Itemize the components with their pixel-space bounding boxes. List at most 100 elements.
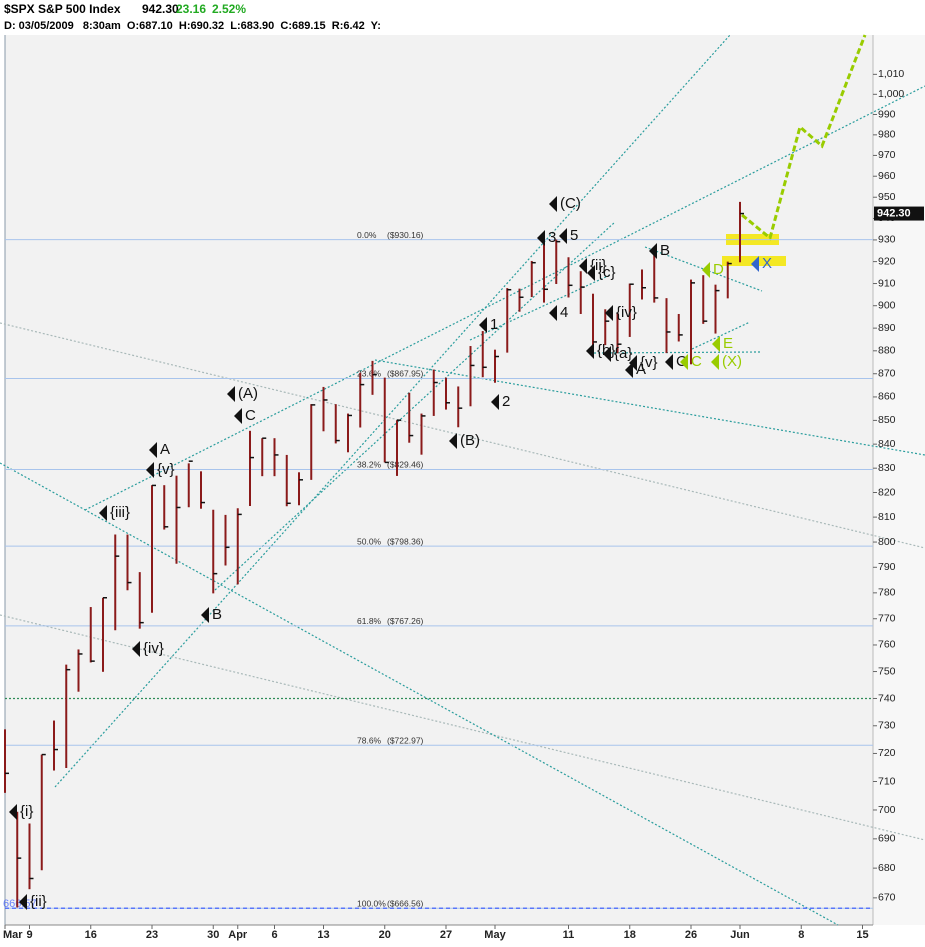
symbol-title: $SPX S&P 500 Index <box>4 2 121 16</box>
y-tick-label: 760 <box>878 639 896 651</box>
y-tick-label: 950 <box>878 191 896 203</box>
trendline <box>0 462 839 926</box>
y-tick-label: 840 <box>878 438 896 450</box>
y-tick-label: 670 <box>878 892 896 904</box>
wave-marker <box>149 442 157 458</box>
wave-label: (X) <box>722 353 742 370</box>
wave-label: A <box>160 441 170 458</box>
wave-label: {iv} <box>616 304 637 321</box>
wave-label: E <box>723 335 733 352</box>
wave-label: (A) <box>238 385 258 402</box>
y-tick-label: 930 <box>878 234 896 246</box>
wave-marker <box>479 317 487 333</box>
fib-name: 78.6% <box>357 735 382 745</box>
y-tick-label: 690 <box>878 833 896 845</box>
trendline <box>374 359 925 456</box>
wave-marker <box>751 256 759 272</box>
price-bars <box>4 201 744 908</box>
y-tick-label: 890 <box>878 322 896 334</box>
wave-marker <box>132 641 140 657</box>
bar-info: D: 03/05/2009 8:30am O:687.10 H:690.32 L… <box>4 20 381 32</box>
y-tick-label: 850 <box>878 414 896 426</box>
y-tick-label: 960 <box>878 170 896 182</box>
wave-label: 2 <box>502 393 510 410</box>
x-tick-label: 13 <box>317 929 329 941</box>
x-tick-label: 9 <box>26 929 32 941</box>
wave-marker <box>227 386 235 402</box>
wave-marker <box>559 228 567 244</box>
wave-marker <box>605 305 613 321</box>
y-tick-label: 970 <box>878 149 896 161</box>
wave-marker <box>603 346 611 362</box>
wave-marker <box>9 804 17 820</box>
last-price-label: 942.30 <box>877 207 911 219</box>
wave-label: B <box>660 242 670 259</box>
wave-label: 1 <box>490 316 498 333</box>
fib-name: 50.0% <box>357 536 382 546</box>
fib-price: ($666.56) <box>387 898 424 908</box>
wave-marker <box>625 362 633 378</box>
trendline <box>214 221 616 591</box>
x-tick-label: 30 <box>207 929 219 941</box>
x-tick-label: Jun <box>730 929 750 941</box>
wave-marker <box>99 505 107 521</box>
wave-label: {v} <box>640 354 658 371</box>
y-tick-label: 790 <box>878 561 896 573</box>
y-tick-label: 680 <box>878 862 896 874</box>
fib-price: ($798.36) <box>387 536 424 546</box>
wave-label: {i} <box>20 803 33 820</box>
wave-marker <box>491 394 499 410</box>
y-tick-label: 910 <box>878 277 896 289</box>
wave-marker <box>234 408 242 424</box>
wave-marker <box>449 433 457 449</box>
x-tick-label: 16 <box>85 929 97 941</box>
y-tick-label: 810 <box>878 511 896 523</box>
wave-marker <box>537 230 545 246</box>
wave-marker <box>712 336 720 352</box>
horizontal-line-label: 666.57 <box>3 898 37 910</box>
trendline <box>0 614 925 841</box>
fib-name: 23.6% <box>357 369 382 379</box>
x-tick-label: 26 <box>685 929 697 941</box>
wave-label: C <box>245 407 256 424</box>
wave-marker <box>702 262 710 278</box>
wave-label: {v} <box>157 461 175 478</box>
y-tick-label: 860 <box>878 391 896 403</box>
wave-marker <box>146 462 154 478</box>
trendline <box>469 274 611 341</box>
wave-label: A <box>636 361 646 378</box>
y-tick-label: 980 <box>878 129 896 141</box>
wave-label: {iii} <box>110 504 130 521</box>
x-tick-label: 20 <box>379 929 391 941</box>
y-tick-label: 900 <box>878 299 896 311</box>
x-tick-label: 15 <box>856 929 868 941</box>
fib-name: 0.0% <box>357 230 377 240</box>
last-price-box <box>874 206 924 221</box>
wave-label: {ii} <box>30 893 47 910</box>
fib-price: ($767.26) <box>387 616 424 626</box>
wave-marker <box>665 354 673 370</box>
y-tick-label: 1,000 <box>878 88 904 100</box>
wave-marker <box>586 343 594 359</box>
y-tick-label: 750 <box>878 665 896 677</box>
change: 23.16 <box>176 2 206 16</box>
fib-price: ($930.16) <box>387 230 424 240</box>
fib-name: 61.8% <box>357 616 382 626</box>
wave-label: (C) <box>560 195 581 212</box>
y-tick-label: 990 <box>878 108 896 120</box>
fib-name: 38.2% <box>357 460 382 470</box>
y-tick-label: 700 <box>878 804 896 816</box>
wave-marker <box>201 607 209 623</box>
last-price: 942.30 <box>142 2 179 16</box>
x-tick-label: 27 <box>440 929 452 941</box>
wave-label: X <box>762 255 772 272</box>
trendline <box>54 34 731 788</box>
y-tick-label: 800 <box>878 536 896 548</box>
y-tick-label: 780 <box>878 587 896 599</box>
wave-label: C <box>691 353 702 370</box>
wave-marker <box>587 265 595 281</box>
wave-marker <box>19 894 27 910</box>
trendline <box>644 246 763 292</box>
trendlines <box>0 34 925 926</box>
